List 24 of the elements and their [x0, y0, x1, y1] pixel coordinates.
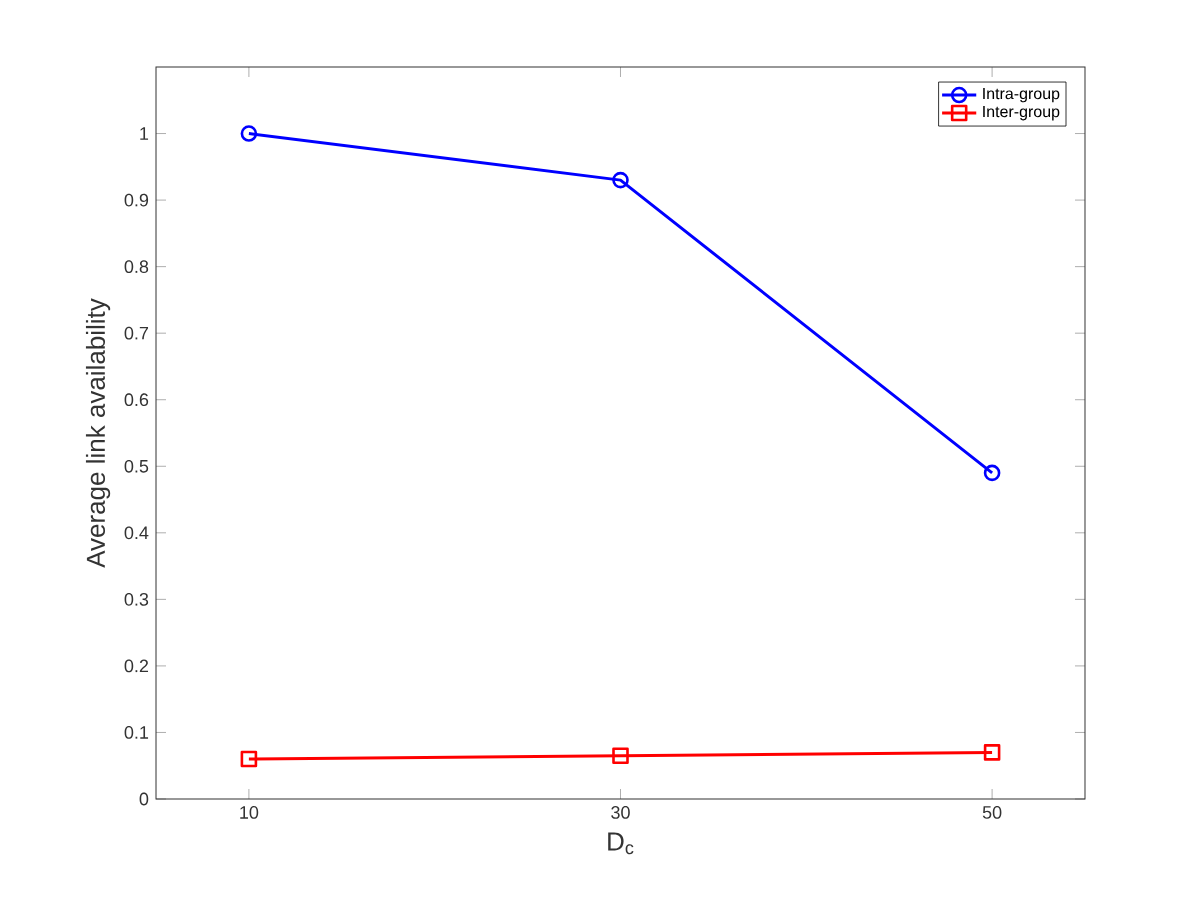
point — [612, 747, 629, 765]
y-tick-label: 0.6 — [124, 393, 149, 407]
x-tick-label: 10 — [240, 806, 259, 819]
y-tick-label: 0.5 — [124, 459, 149, 473]
legend-label: Inter-group — [983, 106, 1060, 121]
y-tick-label: 0.3 — [124, 592, 149, 606]
y-tick-label: 0.2 — [124, 659, 149, 673]
point — [240, 125, 258, 142]
y-tick-label: 0.1 — [124, 726, 149, 739]
point — [983, 464, 1001, 482]
point — [240, 750, 258, 768]
y-tick-label: 0.9 — [124, 193, 149, 207]
point — [612, 171, 629, 189]
y-tick-label: 1 — [140, 127, 149, 140]
legend-label: Intra-group — [983, 88, 1060, 103]
y-tick-label: 0.7 — [124, 326, 149, 340]
x-axis-title: D$_{c}$ — [608, 832, 634, 855]
y-tick-label: 0.8 — [124, 260, 149, 274]
x-tick-label: 50 — [982, 806, 1002, 819]
y-tick-label: 0 — [139, 792, 149, 806]
x-tick-label: 30 — [611, 806, 630, 819]
y-tick-label: 0.4 — [124, 526, 149, 540]
y-axis-title: Average link availability — [85, 298, 111, 568]
point — [983, 744, 1001, 761]
